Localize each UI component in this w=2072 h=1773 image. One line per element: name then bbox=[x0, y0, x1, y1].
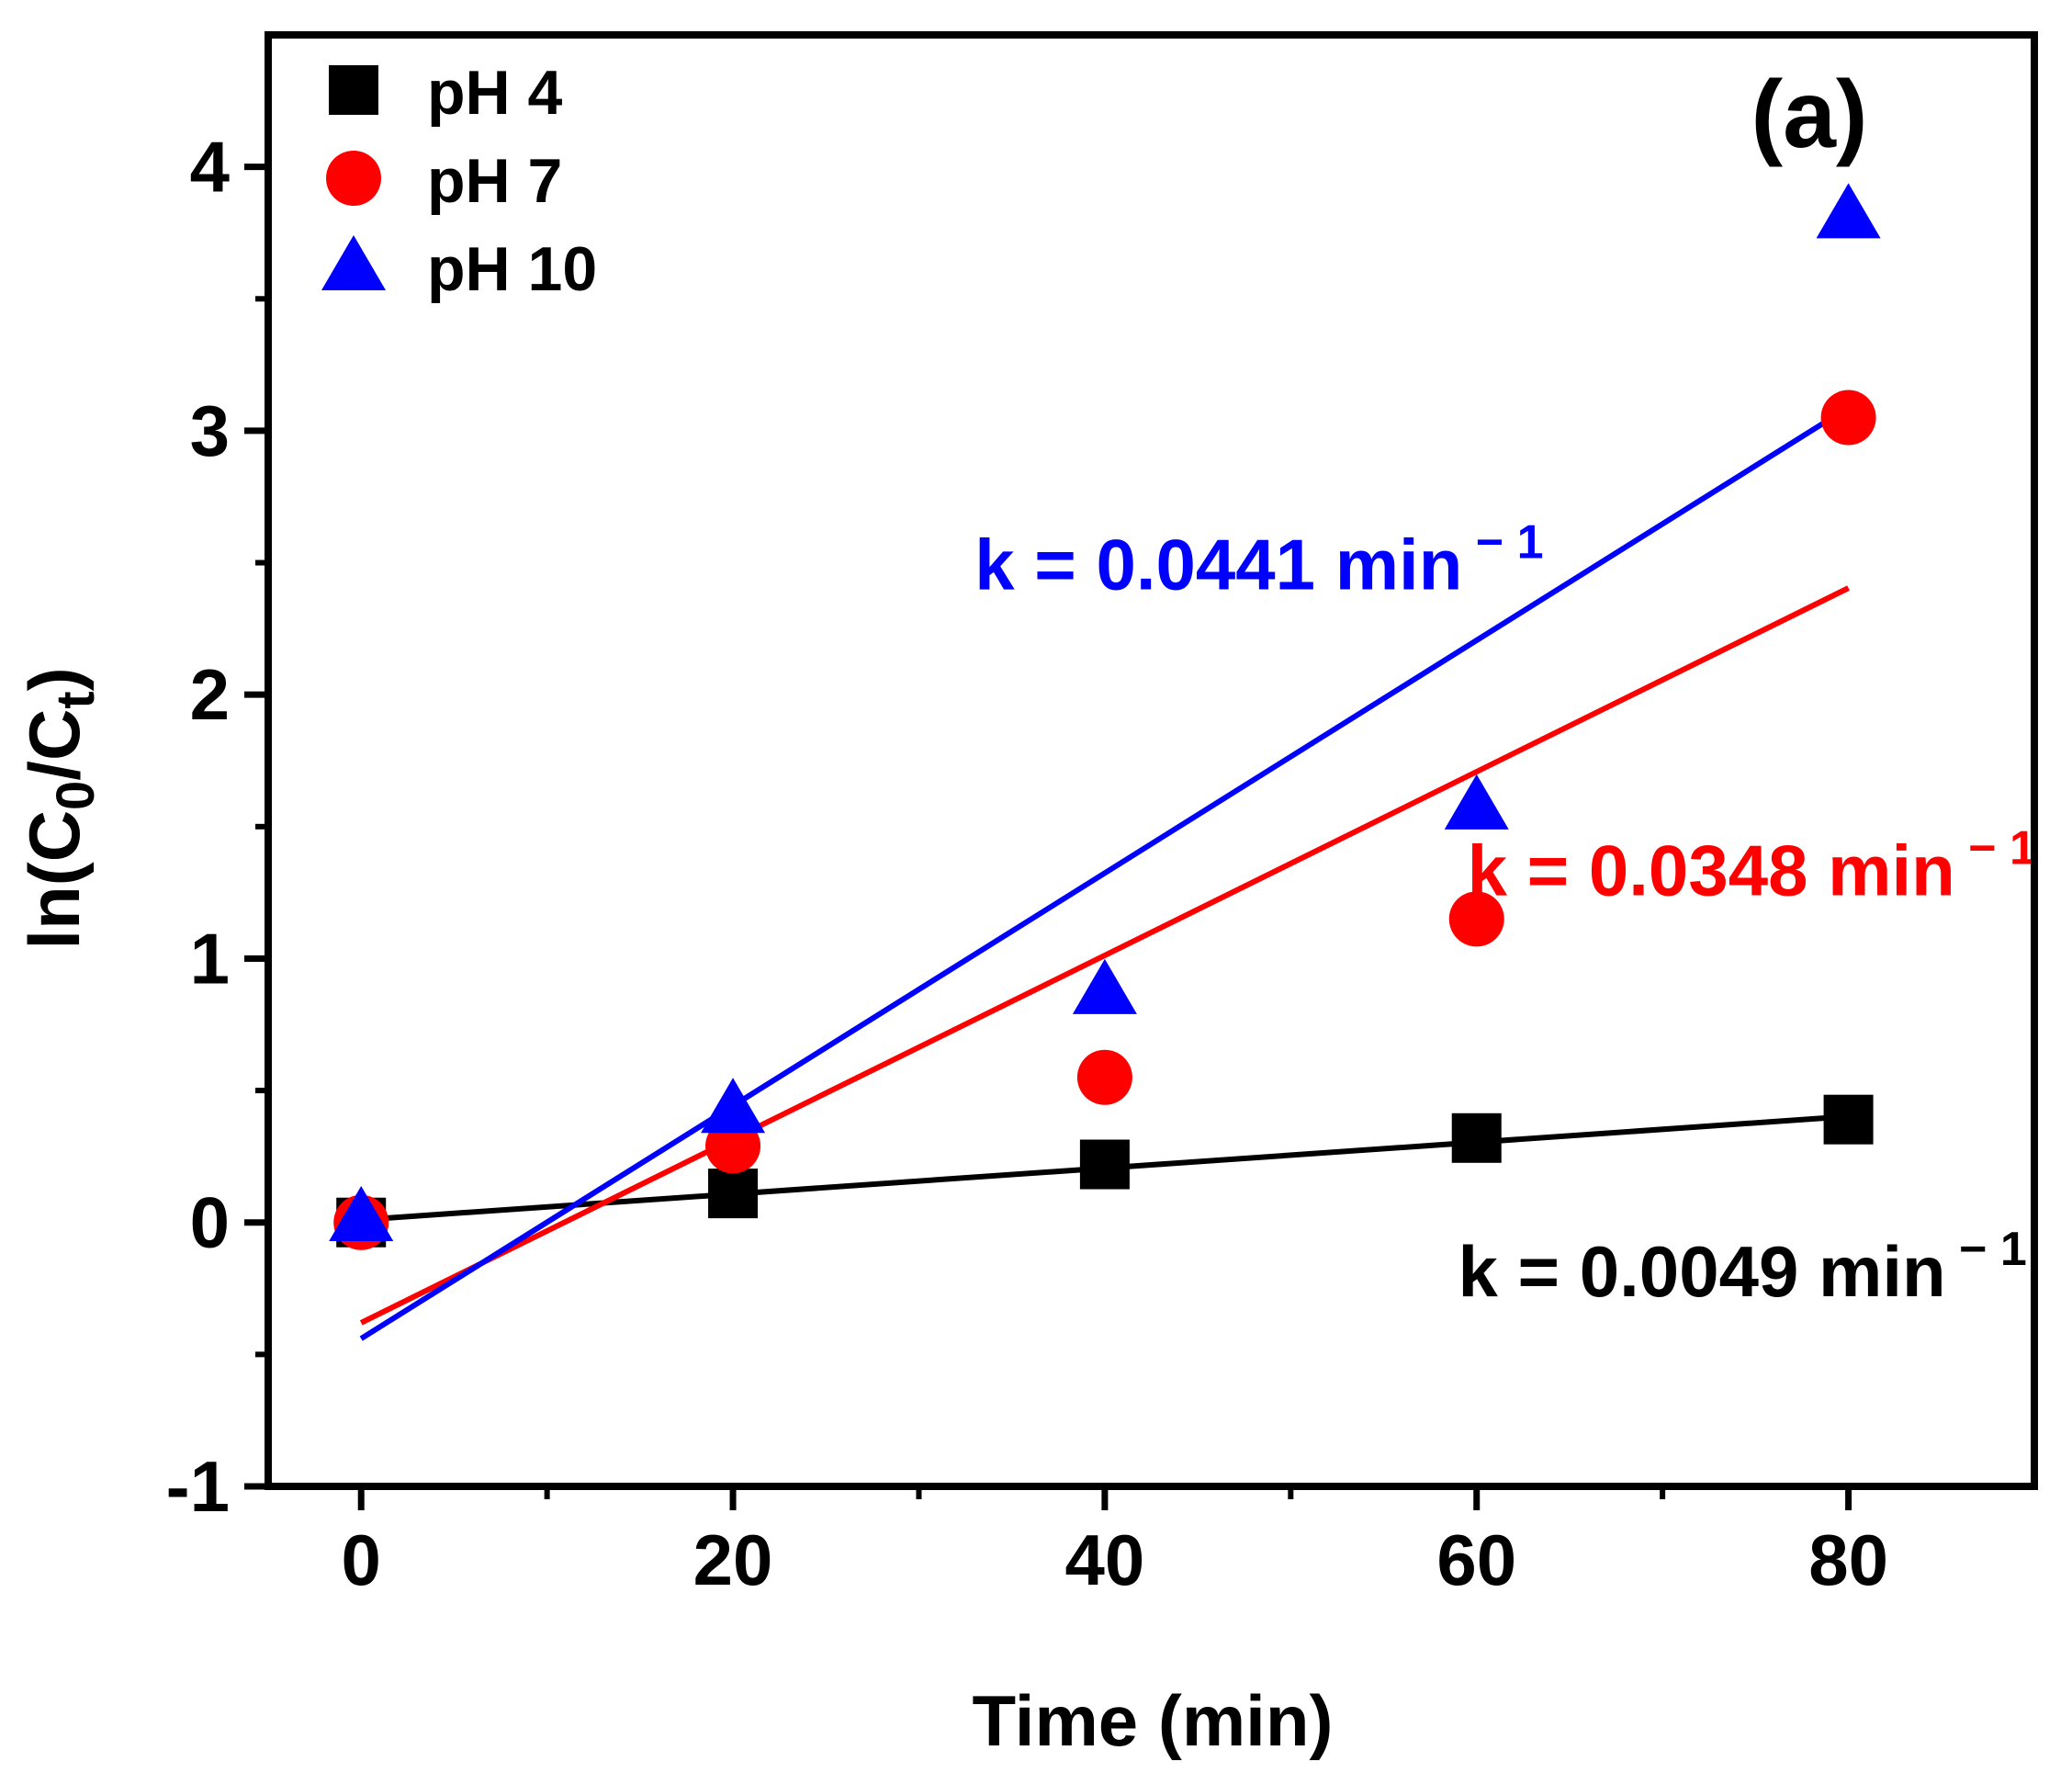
legend-marker-ph7 bbox=[326, 151, 381, 206]
point-ph10-2 bbox=[1072, 958, 1137, 1014]
y-tick-label: -1 bbox=[166, 1446, 230, 1527]
x-tick-label: 20 bbox=[693, 1519, 773, 1600]
point-ph7-2 bbox=[1076, 1049, 1132, 1105]
fit-line-ph7 bbox=[359, 585, 1850, 1326]
y-tick-label: 0 bbox=[190, 1182, 230, 1263]
point-ph7-4 bbox=[1820, 390, 1876, 446]
point-ph7-3 bbox=[1448, 891, 1504, 947]
y-tick-label: 2 bbox=[190, 654, 230, 735]
data-points bbox=[329, 183, 1881, 1250]
x-tick-label: 0 bbox=[342, 1519, 381, 1600]
point-ph10-3 bbox=[1444, 774, 1509, 830]
plot-frame bbox=[265, 31, 2038, 1490]
x-axis-label: Time (min) bbox=[973, 1680, 1334, 1761]
y-axis-label: ln(C0/Ct) bbox=[14, 667, 106, 949]
point-ph10-0 bbox=[329, 1185, 394, 1241]
y-tick-label: 4 bbox=[190, 127, 230, 208]
y-tick-label: 3 bbox=[190, 390, 230, 471]
axes: 0 20 40 60 80 -1 0 1 2 3 4 bbox=[166, 31, 2038, 1600]
point-ph4-4 bbox=[1823, 1094, 1874, 1145]
point-ph10-4 bbox=[1816, 183, 1881, 239]
x-tick-label: 80 bbox=[1808, 1519, 1888, 1600]
legend: pH 4 pH 7 pH 10 bbox=[321, 58, 597, 304]
panel-label: (a) bbox=[1751, 62, 1867, 168]
legend-marker-ph10 bbox=[321, 235, 386, 290]
point-ph10-1 bbox=[701, 1078, 766, 1134]
point-ph4-3 bbox=[1451, 1112, 1502, 1163]
rate-label-ph4: k = 0.0049 min − 1 bbox=[1458, 1223, 2026, 1312]
legend-marker-ph4 bbox=[329, 65, 378, 115]
y-tick-label: 1 bbox=[190, 918, 230, 999]
rate-annotations: k = 0.0049 min − 1 k = 0.0348 min − 1 k = … bbox=[974, 515, 2036, 1312]
point-ph4-1 bbox=[708, 1169, 759, 1219]
rate-label-ph7: k = 0.0348 min − 1 bbox=[1468, 822, 2036, 911]
x-tick-label: 40 bbox=[1065, 1519, 1145, 1600]
x-tick-label: 60 bbox=[1436, 1519, 1516, 1600]
rate-label-ph10: k = 0.0441 min − 1 bbox=[974, 515, 1543, 604]
point-ph4-2 bbox=[1079, 1139, 1130, 1190]
legend-label-ph4: pH 4 bbox=[427, 58, 563, 128]
fit-line-ph10 bbox=[359, 405, 1851, 1341]
legend-label-ph10: pH 10 bbox=[427, 234, 597, 304]
legend-label-ph7: pH 7 bbox=[427, 146, 562, 216]
